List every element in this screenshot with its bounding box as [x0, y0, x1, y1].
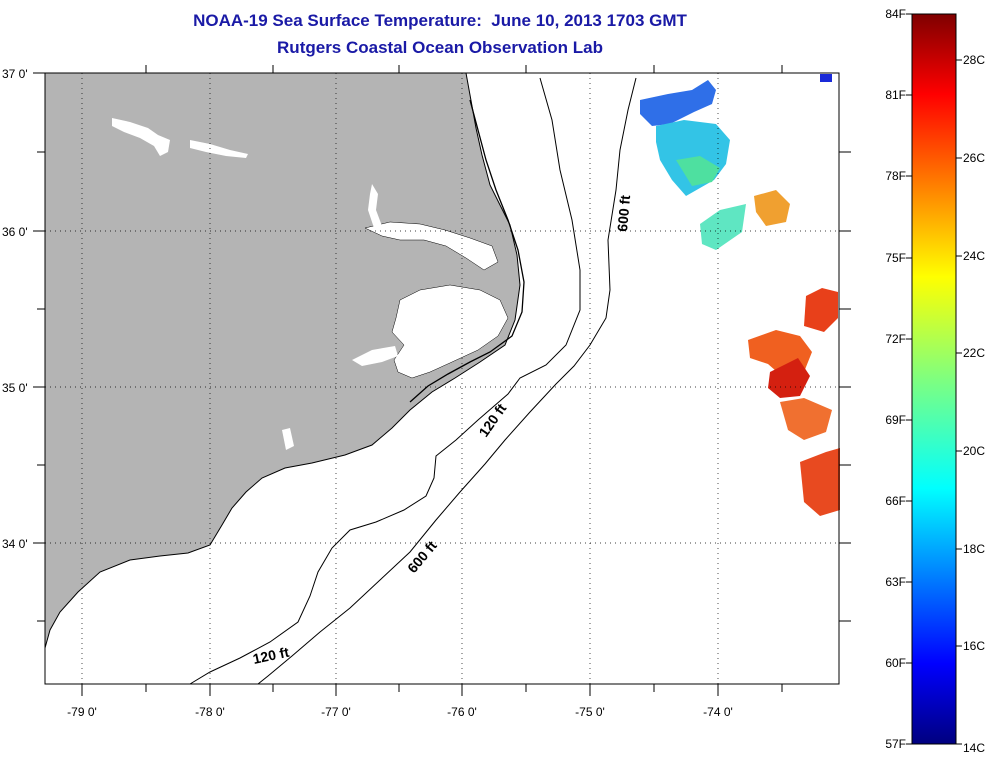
sst-patch-south-red — [804, 288, 838, 332]
axis-ticks — [33, 65, 851, 696]
colorbar-f-label: 72F — [885, 332, 906, 346]
colorbar-f-label: 57F — [885, 737, 906, 751]
colorbar-c-label: 26C — [963, 151, 985, 165]
contour-label-120-lower: 120 ft — [251, 644, 290, 667]
map-title: NOAA-19 Sea Surface Temperature: June 10… — [193, 11, 687, 30]
albemarle-sound — [364, 221, 499, 271]
lat-label: 37 0' — [2, 67, 28, 81]
neuse-river — [352, 346, 398, 366]
colorbar-f-label: 63F — [885, 575, 906, 589]
map-subtitle: Rutgers Coastal Ocean Observation Lab — [277, 38, 603, 57]
colorbar-c-label: 16C — [963, 639, 985, 653]
lon-label: -75 0' — [575, 705, 605, 719]
contour-600ft — [257, 77, 637, 685]
colorbar — [911, 13, 957, 745]
sst-patch-south-east — [800, 448, 840, 516]
sst-patch-north — [640, 80, 716, 126]
lon-label: -78 0' — [195, 705, 225, 719]
chowan-river — [368, 184, 382, 228]
land-mass — [44, 72, 521, 649]
sst-patch-mid-orange — [754, 190, 790, 226]
lake-waccamaw — [282, 428, 294, 450]
lat-label: 35 0' — [2, 381, 28, 395]
sst-patch-north-green — [676, 156, 720, 186]
map-frame — [44, 72, 840, 685]
outer-banks — [409, 99, 525, 403]
lon-label: -76 0' — [447, 705, 477, 719]
colorbar-ticks — [906, 13, 962, 745]
lat-label: 34 0' — [2, 537, 28, 551]
sst-patch-corner — [820, 74, 832, 82]
colorbar-c-label: 24C — [963, 249, 985, 263]
lat-label: 36 0' — [2, 225, 28, 239]
sst-patch-south-red-b — [768, 358, 810, 398]
colorbar-f-label: 81F — [885, 88, 906, 102]
colorbar-f-label: 60F — [885, 656, 906, 670]
colorbar-f-label: 69F — [885, 413, 906, 427]
lon-label: -74 0' — [703, 705, 733, 719]
lat-lon-grid — [45, 73, 839, 684]
sst-patch-south-orange-b — [780, 398, 832, 440]
colorbar-c-label: 28C — [963, 53, 985, 67]
colorbar-f-label: 75F — [885, 251, 906, 265]
colorbar-f-label: 78F — [885, 169, 906, 183]
colorbar-f-label: 84F — [885, 7, 906, 21]
colorbar-c-label: 22C — [963, 346, 985, 360]
lon-label: -77 0' — [321, 705, 351, 719]
gaston-lake — [190, 140, 248, 158]
sst-data-patches — [640, 74, 840, 516]
colorbar-c-label: 14C — [963, 741, 985, 755]
sst-patch-mid-cyan — [700, 204, 746, 250]
kerr-lake — [112, 118, 170, 156]
pamlico-sound — [391, 284, 509, 379]
contour-label-600-upper: 600 ft — [614, 194, 633, 232]
colorbar-c-label: 20C — [963, 444, 985, 458]
contour-120ft — [189, 77, 581, 685]
lon-label: -79 0' — [67, 705, 97, 719]
colorbar-c-label: 18C — [963, 542, 985, 556]
colorbar-f-label: 66F — [885, 494, 906, 508]
